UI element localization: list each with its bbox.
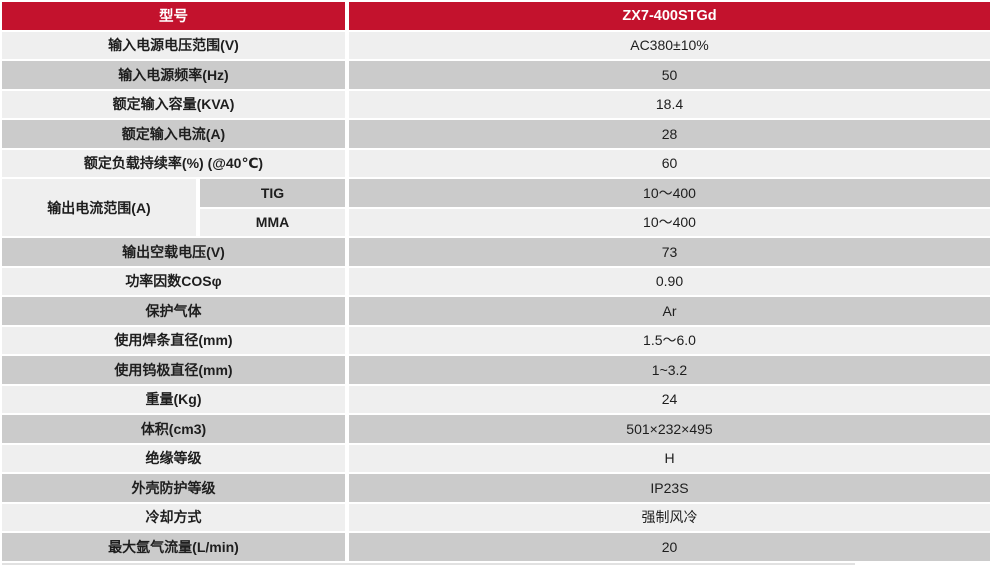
spec-value-cell: Ar (349, 297, 990, 325)
spec-value-cell: 50 (349, 61, 990, 89)
spec-value-cell: 24 (349, 385, 990, 413)
spec-subrow: TIG 10〜400 (200, 179, 990, 207)
spec-value-cell: 501×232×495 (349, 415, 990, 443)
spec-value-cell: 18.4 (349, 90, 990, 118)
spec-label-cell: 重量(Kg) (2, 385, 345, 413)
spec-label-cell: 输入电源电压范围(V) (2, 31, 345, 59)
spec-subrow: MMA 10〜400 (200, 208, 990, 236)
spec-row: 功率因数COSφ 0.90 (2, 267, 990, 295)
spec-row: 输入电源电压范围(V) AC380±10% (2, 31, 990, 59)
spec-label-cell: 功率因数COSφ (2, 267, 345, 295)
spec-value-cell: AC380±10% (349, 31, 990, 59)
spec-row: 冷却方式 强制风冷 (2, 503, 990, 531)
spec-row: 绝缘等级 H (2, 444, 990, 472)
spec-row: 额定输入电流(A) 28 (2, 120, 990, 148)
spec-row: 外壳防护等级 IP23S (2, 474, 990, 502)
spec-label-cell: 额定输入容量(KVA) (2, 90, 345, 118)
spec-label-cell: 额定输入电流(A) (2, 120, 345, 148)
spec-row-group: 输出电流范围(A) TIG 10〜400 MMA 10〜400 (2, 179, 990, 236)
spec-row: 保护气体 Ar (2, 297, 990, 325)
spec-row: 最大氩气流量(L/min) 20 (2, 533, 990, 561)
spec-label-cell: 额定负载持续率(%) (@40℃) (2, 149, 345, 177)
spec-value-cell: 60 (349, 149, 990, 177)
spec-value-cell: H (349, 444, 990, 472)
spec-label-cell: 外壳防护等级 (2, 474, 345, 502)
spec-label-cell: 冷却方式 (2, 503, 345, 531)
header-model-value: ZX7-400STGd (349, 2, 990, 30)
spec-value-cell: 20 (349, 533, 990, 561)
spec-value-cell: 73 (349, 238, 990, 266)
spec-label-cell: 使用钨极直径(mm) (2, 356, 345, 384)
spec-row: 重量(Kg) 24 (2, 385, 990, 413)
spec-value-cell: 10〜400 (349, 179, 990, 207)
spec-label-cell: 最大氩气流量(L/min) (2, 533, 345, 561)
spec-rows-container: 输入电源电压范围(V) AC380±10% 输入电源频率(Hz) 50 额定输入容量(K… (2, 31, 990, 561)
spec-row: 输出空载电压(V) 73 (2, 238, 990, 266)
spec-label-cell: 保护气体 (2, 297, 345, 325)
spec-label-cell: 体积(cm3) (2, 415, 345, 443)
spec-value-cell: 1.5〜6.0 (349, 326, 990, 354)
spec-value-cell: 强制风冷 (349, 503, 990, 531)
spec-row: 体积(cm3) 501×232×495 (2, 415, 990, 443)
spec-value-cell: IP23S (349, 474, 990, 502)
header-model-label: 型号 (2, 2, 345, 30)
spec-label-cell: 输出电流范围(A) (2, 179, 196, 236)
spec-sublabel-cell: MMA (200, 208, 345, 236)
spec-row: 使用焊条直径(mm) 1.5〜6.0 (2, 326, 990, 354)
spec-subrows: TIG 10〜400 MMA 10〜400 (200, 179, 990, 236)
spec-row: 额定负载持续率(%) (@40℃) 60 (2, 149, 990, 177)
spec-sublabel-cell: TIG (200, 179, 345, 207)
spec-label-cell: 输入电源频率(Hz) (2, 61, 345, 89)
spec-value-cell: 28 (349, 120, 990, 148)
spec-label-cell: 绝缘等级 (2, 444, 345, 472)
spec-row: 输入电源频率(Hz) 50 (2, 61, 990, 89)
spec-row: 使用钨极直径(mm) 1~3.2 (2, 356, 990, 384)
next-row-sliver (2, 562, 855, 565)
spec-value-cell: 1~3.2 (349, 356, 990, 384)
table-header-row: 型号 ZX7-400STGd (2, 2, 990, 30)
spec-label-cell: 使用焊条直径(mm) (2, 326, 345, 354)
spec-label-cell: 输出空载电压(V) (2, 238, 345, 266)
spec-value-cell: 10〜400 (349, 208, 990, 236)
spec-value-cell: 0.90 (349, 267, 990, 295)
spec-row: 额定输入容量(KVA) 18.4 (2, 90, 990, 118)
